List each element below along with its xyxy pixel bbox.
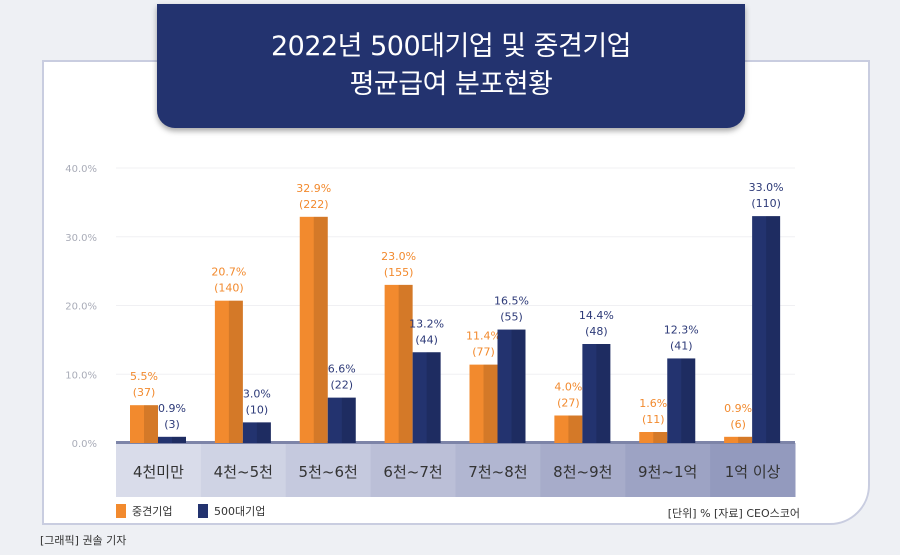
y-tick-label: 10.0% bbox=[65, 370, 97, 381]
data-count-label: (44) bbox=[415, 333, 438, 346]
bar-shade bbox=[313, 216, 328, 443]
bar-shade bbox=[738, 436, 753, 443]
bar-shade bbox=[681, 358, 696, 443]
category-band bbox=[370, 443, 456, 497]
bar bbox=[130, 405, 158, 443]
bar bbox=[158, 436, 186, 443]
bar-shade bbox=[568, 415, 583, 443]
category-band bbox=[200, 443, 287, 497]
data-count-label: (222) bbox=[299, 198, 329, 211]
data-count-label: (140) bbox=[214, 282, 244, 295]
bar bbox=[214, 300, 243, 443]
legend-label-top500: 500대기업 bbox=[214, 505, 266, 518]
bar bbox=[554, 415, 583, 443]
data-count-label: (55) bbox=[500, 311, 523, 324]
bar bbox=[752, 216, 781, 443]
data-label: 14.4% bbox=[579, 309, 614, 322]
data-label: 0.9% bbox=[158, 402, 186, 415]
data-label: 12.3% bbox=[664, 323, 699, 336]
bar-shade bbox=[766, 216, 781, 443]
data-label: 33.0% bbox=[749, 181, 784, 194]
data-label: 4.0% bbox=[554, 381, 582, 394]
bar bbox=[582, 344, 611, 443]
bar-shade bbox=[596, 344, 611, 443]
x-tick-label: 1억 이상 bbox=[725, 463, 781, 481]
y-tick-label: 20.0% bbox=[65, 302, 97, 313]
data-label: 11.4% bbox=[466, 330, 501, 343]
bar bbox=[667, 358, 696, 443]
bar-shade bbox=[426, 352, 441, 443]
bar-shade bbox=[144, 405, 158, 443]
chart-title-line1: 2022년 500대기업 및 중견기업 bbox=[270, 31, 632, 62]
data-count-label: (48) bbox=[585, 325, 608, 338]
x-tick-label: 4천미만 bbox=[133, 463, 184, 481]
y-tick-label: 30.0% bbox=[65, 233, 97, 244]
bar-shade bbox=[341, 397, 356, 443]
unit-source-note: [단위] % [자료] CEO스코어 bbox=[667, 507, 800, 520]
title-banner: 2022년 500대기업 및 중견기업 평균급여 분포현황 bbox=[157, 4, 745, 128]
graphic-credit: [그래픽] 권솔 기자 bbox=[40, 534, 127, 547]
x-tick-label: 5천~6천 bbox=[299, 463, 358, 481]
data-count-label: (155) bbox=[384, 266, 414, 279]
bar-shade bbox=[172, 436, 186, 443]
bar bbox=[497, 329, 526, 443]
category-band bbox=[540, 443, 626, 497]
bar bbox=[242, 422, 271, 443]
data-label: 3.0% bbox=[243, 387, 271, 400]
data-label: 1.6% bbox=[639, 397, 667, 410]
bar bbox=[639, 432, 668, 443]
bar bbox=[724, 436, 753, 443]
x-axis-line bbox=[116, 441, 795, 444]
y-tick-label: 40.0% bbox=[65, 164, 97, 175]
bar-shade bbox=[653, 432, 668, 443]
legend-swatch-midsize bbox=[116, 504, 126, 518]
data-count-label: (6) bbox=[730, 418, 746, 431]
data-label: 6.6% bbox=[328, 363, 356, 376]
bar-shade bbox=[228, 300, 243, 443]
data-count-label: (27) bbox=[557, 397, 580, 410]
x-tick-label: 6천~7천 bbox=[383, 463, 442, 481]
chart-title-line2: 평균급여 분포현황 bbox=[349, 69, 553, 100]
data-count-label: (37) bbox=[133, 386, 156, 399]
data-label: 13.2% bbox=[409, 317, 444, 330]
bar bbox=[327, 397, 356, 443]
legend-label-midsize: 중견기업 bbox=[132, 505, 173, 518]
category-band bbox=[455, 443, 541, 497]
data-label: 23.0% bbox=[381, 250, 416, 263]
category-band bbox=[710, 443, 796, 497]
data-count-label: (3) bbox=[164, 418, 180, 431]
x-tick-label: 9천~1억 bbox=[638, 463, 697, 481]
bar-shade bbox=[483, 364, 498, 443]
x-tick-label: 8천~9천 bbox=[553, 463, 612, 481]
x-tick-label: 4천~5천 bbox=[214, 463, 273, 481]
x-tick-label: 7천~8천 bbox=[468, 463, 527, 481]
legend-item-top500: 500대기업 bbox=[198, 503, 265, 519]
data-label: 5.5% bbox=[130, 370, 158, 383]
y-tick-label: 0.0% bbox=[72, 439, 97, 450]
bar-shade bbox=[398, 284, 413, 443]
data-label: 20.7% bbox=[211, 266, 246, 279]
bar-shade bbox=[511, 329, 526, 443]
legend-item-midsize: 중견기업 bbox=[116, 503, 172, 519]
bar bbox=[299, 216, 328, 443]
data-count-label: (110) bbox=[751, 197, 781, 210]
bar bbox=[412, 352, 441, 443]
category-band bbox=[285, 443, 372, 497]
data-count-label: (11) bbox=[642, 413, 665, 426]
data-label: 0.9% bbox=[724, 402, 752, 415]
data-label: 32.9% bbox=[296, 182, 331, 195]
category-band bbox=[625, 443, 711, 497]
category-band bbox=[116, 443, 202, 497]
data-count-label: (22) bbox=[330, 379, 353, 392]
data-label: 16.5% bbox=[494, 295, 529, 308]
bar-shade bbox=[256, 422, 271, 443]
data-count-label: (41) bbox=[670, 339, 693, 352]
data-count-label: (77) bbox=[472, 346, 495, 359]
bar bbox=[384, 284, 413, 443]
legend-swatch-top500 bbox=[198, 504, 208, 518]
data-count-label: (10) bbox=[246, 403, 269, 416]
bar bbox=[469, 364, 498, 443]
